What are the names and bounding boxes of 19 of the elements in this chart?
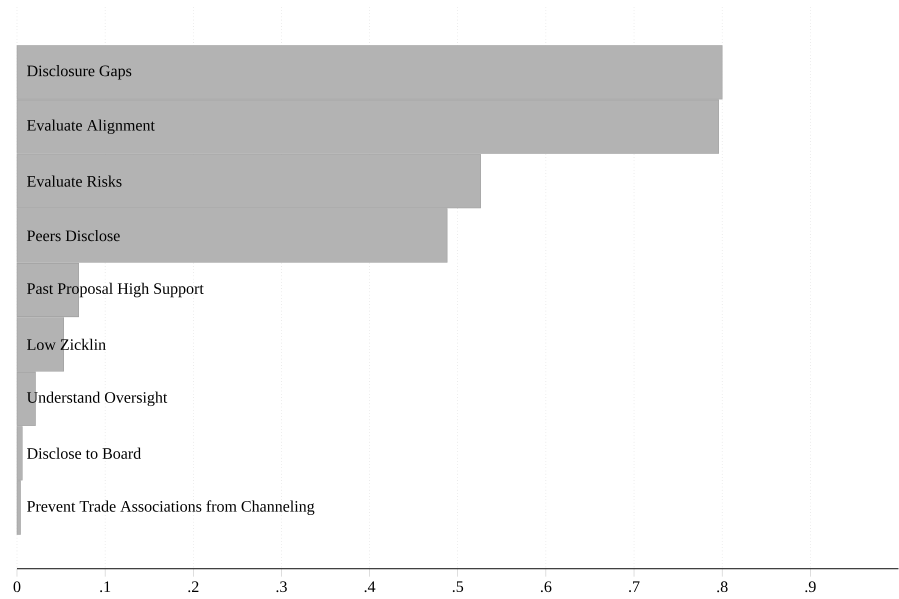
y-tick-label: Low Zicklin	[27, 338, 106, 350]
y-tick-label: Past Proposal High Support	[27, 282, 204, 298]
x-tick-label: .1	[100, 582, 110, 592]
y-tick-label: Disclosure Gaps	[27, 65, 132, 80]
y-tick-label: Prevent Trade Associations from Channeling	[27, 500, 314, 516]
y-tick-label: Evaluate Alignment	[27, 120, 155, 134]
x-tick-label: .6	[540, 582, 552, 592]
x-tick-label: .2	[188, 582, 198, 592]
x-tick-label: .7	[629, 582, 640, 592]
y-tick-label: Understand Oversight	[26, 392, 168, 406]
x-tick-label: 0	[14, 582, 20, 592]
x-tick-label: .8	[717, 582, 728, 592]
x-tick-label: .4	[364, 582, 376, 592]
x-tick-label: .5	[452, 582, 464, 592]
y-tick-label: Evaluate Risks	[27, 176, 122, 187]
x-tick-label: .3	[276, 582, 287, 592]
x-tick-label: .9	[805, 582, 816, 592]
y-tick-label: Peers Disclose	[27, 230, 120, 242]
y-tick-label: Disclose to Board	[27, 448, 141, 460]
